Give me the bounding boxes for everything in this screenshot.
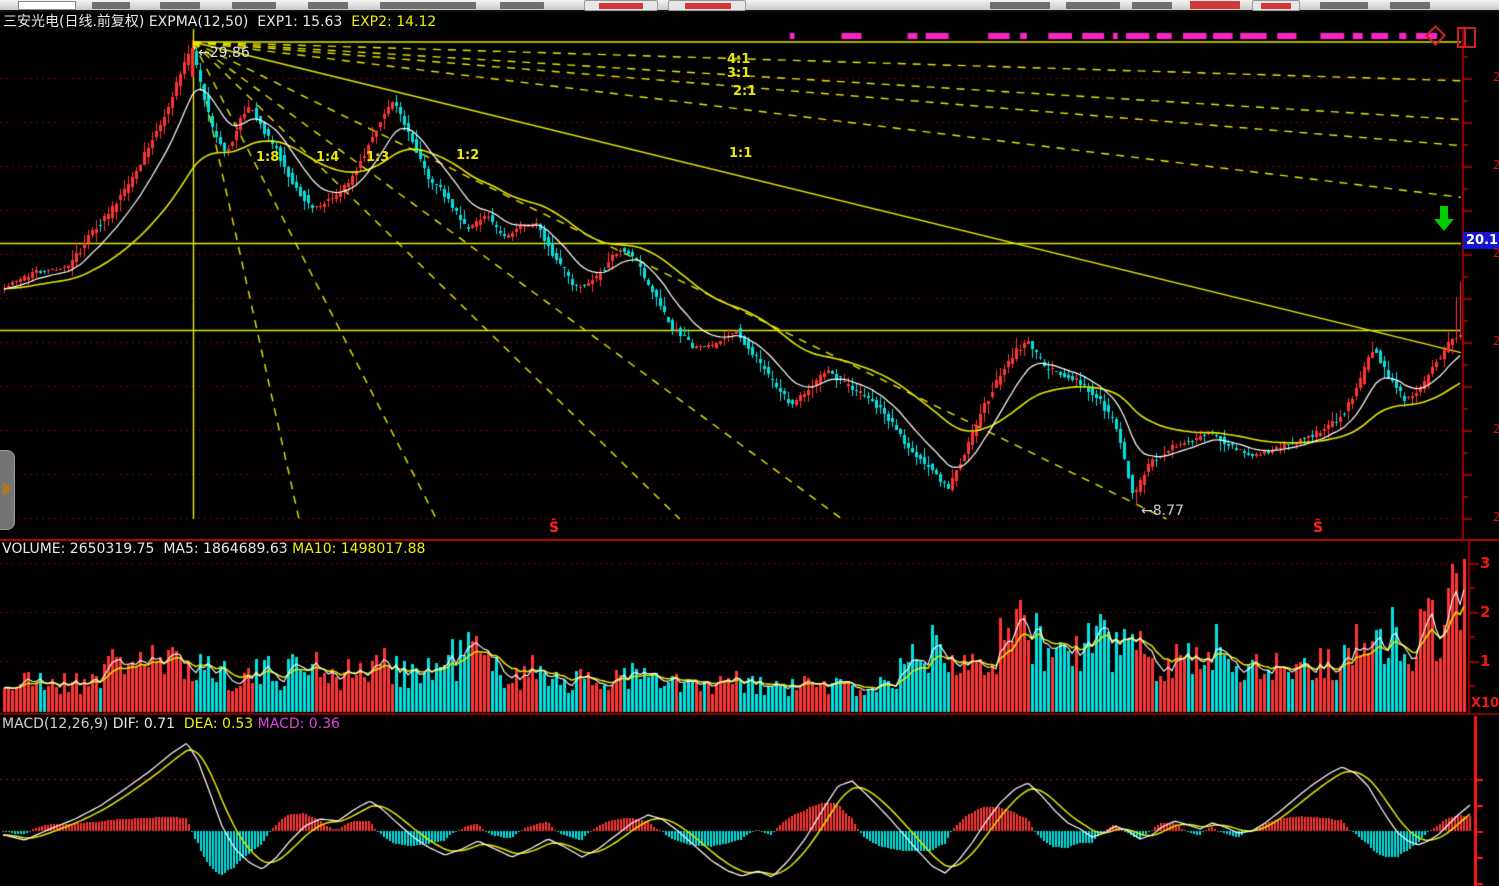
exp1-value: EXP1: 15.63 [257,14,343,30]
axis-digit-fragment: 2 [1493,70,1499,84]
volume-axis-1: 1 [1480,652,1491,670]
menu-item-cutoff[interactable] [1320,2,1368,9]
symbol-title: 三安光电(日线.前复权) [3,14,145,30]
low-price-label: ←8.77 [1141,503,1184,519]
gann-label-3-1: 3:1 [727,66,751,81]
menu-searchbox-cutoff[interactable] [18,1,76,10]
menu-item-cutoff[interactable] [160,2,200,9]
price-tag: 20.1 [1463,232,1499,249]
volume-ma10: MA10: 1498017.88 [292,541,426,557]
volume-header: VOLUME: 2650319.75 MA5: 1864689.63 MA10:… [2,541,425,557]
macd-header: MACD(12,26,9) DIF: 0.71 DEA: 0.53 MACD: … [2,716,340,732]
menubar[interactable] [0,0,1499,12]
menu-item-cutoff[interactable] [1066,2,1120,9]
sidebar-expander-tab[interactable] [0,450,15,530]
menu-button-cutoff[interactable] [668,0,746,11]
menu-item-cutoff[interactable] [990,2,1050,9]
gann-label-1-1: 1:1 [729,146,753,161]
menu-item-cutoff[interactable] [500,2,544,9]
axis-digit-fragment: 2 [1493,422,1499,436]
box-pane-icon[interactable] [1457,27,1476,48]
main-chart-header: 三安光电(日线.前复权) EXPMA(12,50) EXP1: 15.63 EX… [3,11,436,31]
panel-separator[interactable] [0,713,1499,715]
peak-price-label: ←29.86 [198,45,250,61]
menu-item-cutoff[interactable] [232,2,276,9]
macd-value: MACD: 0.36 [257,716,340,732]
menu-item-cutoff[interactable] [308,2,348,9]
macd-dif: DIF: 0.71 [112,716,175,732]
menu-item-highlight-cutoff[interactable] [1190,1,1240,9]
menu-item-cutoff[interactable] [380,2,476,9]
gann-label-1-4: 1:4 [316,150,340,165]
volume-ma5: MA5: 1864689.63 [163,541,288,557]
exp2-value: EXP2: 14.12 [351,14,437,30]
gann-label-1-2: 1:2 [456,148,480,163]
gann-label-2-1: 2:1 [733,84,757,99]
volume-unit: X10 [1471,696,1499,711]
axis-digit-fragment: 2 [1493,510,1499,524]
indicator-name[interactable]: EXPMA(12,50) [148,14,249,30]
axis-digit-fragment: 2 [1493,158,1499,172]
expand-arrow-icon [3,482,12,496]
volume-axis-3: 3 [1480,554,1491,572]
menu-button-cutoff[interactable] [584,0,658,11]
macd-dea: DEA: 0.53 [183,716,254,732]
menu-item-cutoff[interactable] [1390,2,1430,9]
volume-axis-2: 2 [1480,603,1491,621]
sell-signal-mark-1: Ŝ [549,520,560,536]
axis-digit-fragment: 2 [1493,246,1499,260]
menu-item-cutoff[interactable] [1132,2,1172,9]
gann-label-1-3: 1:3 [366,150,390,165]
macd-name[interactable]: MACD(12,26,9) [2,716,109,732]
menu-item-cutoff[interactable] [92,2,130,9]
panel-separator[interactable] [0,539,1499,541]
axis-digit-fragment: 2 [1493,334,1499,348]
volume-value[interactable]: VOLUME: 2650319.75 [2,541,155,557]
menu-button-cutoff[interactable] [1252,0,1300,11]
gann-label-4-1: 4:1 [727,52,751,67]
gann-label-1-8: 1:8 [256,150,280,165]
sell-signal-mark-2: Ŝ [1313,520,1324,536]
